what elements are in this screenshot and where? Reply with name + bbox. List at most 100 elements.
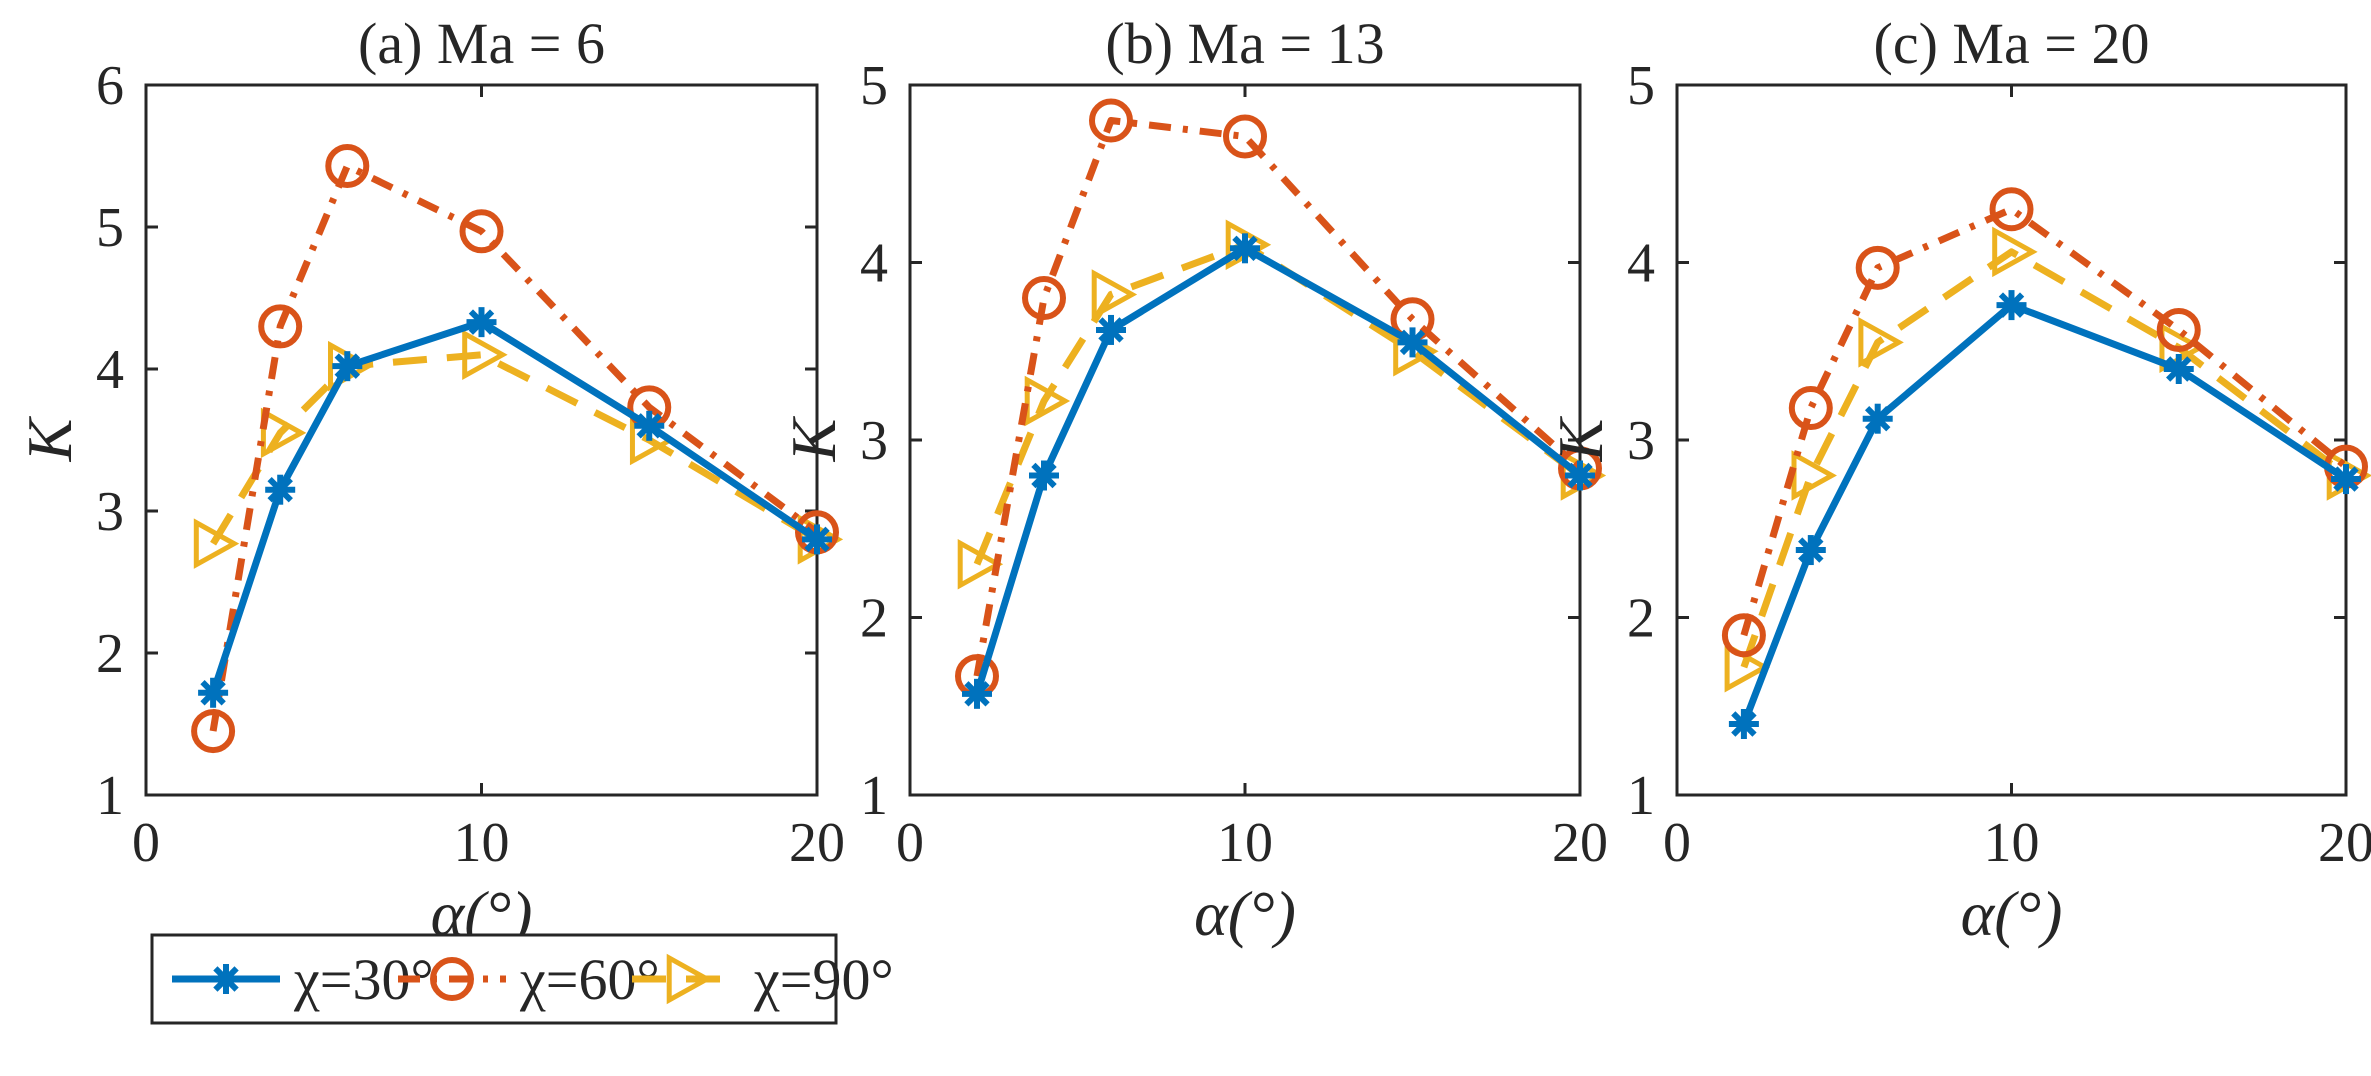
series-line bbox=[210, 351, 819, 546]
y-tick-label: 4 bbox=[1627, 233, 1655, 295]
y-axis-label: K bbox=[1545, 415, 1616, 462]
x-tick-label: 10 bbox=[1217, 812, 1273, 874]
x-tick-label: 0 bbox=[132, 812, 160, 874]
data-point bbox=[1858, 317, 1904, 368]
data-point bbox=[2156, 307, 2201, 352]
x-tick-label: 10 bbox=[454, 812, 510, 874]
x-tick-label: 20 bbox=[2318, 812, 2371, 874]
legend-entry-chi-60: χ=60° bbox=[398, 947, 660, 1012]
data-point bbox=[1024, 375, 1071, 427]
y-tick-label: 6 bbox=[96, 55, 124, 117]
y-tick-label: 1 bbox=[1627, 765, 1655, 827]
data-point bbox=[1397, 327, 1428, 358]
data-point bbox=[2163, 354, 2194, 384]
series-line bbox=[1740, 301, 2348, 726]
legend-marker bbox=[666, 953, 713, 1005]
data-point bbox=[1096, 314, 1126, 345]
y-tick-label: 1 bbox=[860, 765, 888, 827]
series-chi-90 bbox=[1724, 226, 2371, 693]
series-line bbox=[973, 117, 1583, 677]
data-point bbox=[962, 678, 992, 709]
data-point bbox=[459, 209, 504, 254]
data-point bbox=[1565, 460, 1595, 491]
y-tick-label: 4 bbox=[860, 233, 888, 295]
panel-title: (a) Ma = 6 bbox=[358, 11, 605, 76]
data-point bbox=[1992, 226, 2038, 278]
data-point bbox=[325, 143, 370, 188]
data-point bbox=[466, 307, 497, 338]
data-point bbox=[198, 677, 229, 708]
data-point bbox=[1223, 114, 1267, 159]
legend-marker bbox=[430, 957, 474, 1001]
plot-frame bbox=[144, 83, 819, 797]
y-tick-label: 1 bbox=[96, 765, 124, 827]
x-tick-label: 0 bbox=[1663, 812, 1691, 874]
series-chi-30 bbox=[198, 307, 832, 708]
data-point bbox=[193, 518, 240, 569]
panel-title: (b) Ma = 13 bbox=[1105, 11, 1384, 76]
y-tick-label: 5 bbox=[860, 55, 888, 117]
data-point bbox=[1728, 709, 1759, 739]
data-point bbox=[957, 539, 1004, 590]
series-chi-30 bbox=[1728, 290, 2361, 739]
legend-marker bbox=[211, 964, 241, 994]
y-tick-label: 5 bbox=[96, 197, 124, 259]
y-axis-label: K bbox=[778, 415, 849, 462]
series-chi-60 bbox=[1721, 187, 2368, 658]
chart-panel-2: 1 2 3 4 5 0 10 20 (b) Ma = 13 α(°) K bbox=[778, 11, 1608, 949]
x-tick-label: 20 bbox=[1552, 812, 1608, 874]
data-point bbox=[1855, 245, 1900, 290]
data-point bbox=[1996, 290, 2027, 321]
data-point bbox=[258, 304, 303, 349]
data-point bbox=[634, 410, 665, 441]
panel-title: (c) Ma = 20 bbox=[1874, 11, 2150, 76]
series-line bbox=[973, 244, 1583, 695]
data-point bbox=[1791, 450, 1837, 501]
data-point bbox=[802, 524, 832, 555]
series-line bbox=[973, 241, 1583, 566]
data-point bbox=[1089, 98, 1133, 143]
data-point bbox=[332, 351, 363, 382]
data-point bbox=[1022, 276, 1066, 320]
x-axis-label: α(°) bbox=[1194, 878, 1296, 949]
data-point bbox=[1788, 386, 1833, 431]
y-tick-label: 2 bbox=[96, 623, 124, 685]
data-point bbox=[1862, 403, 1893, 434]
series-line bbox=[209, 318, 819, 694]
chart-panel-3: 1 2 3 4 5 0 10 20 (c) Ma = 20 α(°) K bbox=[1545, 11, 2371, 949]
y-tick-label: 2 bbox=[1627, 588, 1655, 650]
data-point bbox=[1230, 233, 1260, 264]
legend: χ=30° χ=60° χ=90° bbox=[150, 933, 894, 1025]
y-tick-label: 5 bbox=[1627, 55, 1655, 117]
series-line bbox=[1740, 248, 2349, 669]
x-axis-label: α(°) bbox=[1961, 878, 2063, 949]
data-point bbox=[260, 407, 307, 459]
data-point bbox=[1029, 460, 1059, 491]
data-point bbox=[2331, 464, 2361, 495]
data-point bbox=[1795, 535, 1826, 566]
x-tick-label: 10 bbox=[1984, 812, 2040, 874]
series-line bbox=[209, 162, 820, 732]
data-point bbox=[462, 329, 508, 381]
y-tick-label: 3 bbox=[860, 410, 888, 472]
y-tick-label: 2 bbox=[860, 588, 888, 650]
y-tick-label: 3 bbox=[96, 481, 124, 543]
data-point bbox=[265, 474, 296, 505]
data-point bbox=[191, 709, 236, 754]
x-tick-label: 20 bbox=[789, 812, 845, 874]
legend-entry-chi-90: χ=90° bbox=[632, 947, 894, 1012]
series-chi-90 bbox=[193, 329, 844, 569]
legend-label: χ=90° bbox=[753, 947, 894, 1012]
plot-frame bbox=[908, 83, 1582, 797]
data-point bbox=[1721, 613, 1766, 658]
series-line bbox=[1740, 205, 2349, 637]
data-point bbox=[1091, 269, 1138, 320]
series-chi-60 bbox=[955, 98, 1602, 699]
y-axis-label: K bbox=[14, 415, 85, 462]
series-chi-60 bbox=[191, 143, 839, 754]
data-point bbox=[1989, 187, 2034, 232]
y-tick-label: 4 bbox=[96, 339, 124, 401]
series-chi-30 bbox=[962, 233, 1595, 709]
